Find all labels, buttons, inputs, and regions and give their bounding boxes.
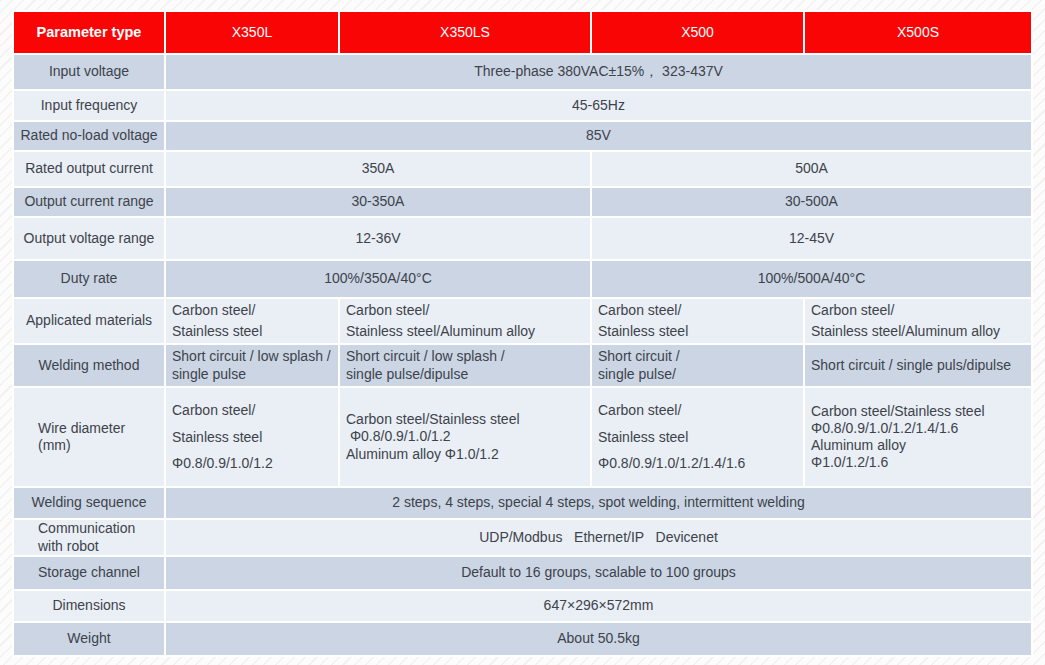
cell-dimensions: 647×296×572mm <box>166 591 1031 621</box>
row-label-input-frequency: Input frequency <box>14 91 164 120</box>
cell-rated-output-current-350: 350A <box>166 152 590 186</box>
row-output-current-range: Output current range 30-350A 30-500A <box>14 188 1031 216</box>
row-applicated-materials: Applicated materials Carbon steel/ Stain… <box>14 299 1031 343</box>
header-model-x500: X500 <box>592 12 803 53</box>
cell-communication: UDP/Modbus Ethernet/IP Devicenet <box>166 520 1031 555</box>
cell-welding-method-x350l: Short circuit / low splash / single puls… <box>166 345 338 386</box>
header-parameter-type: Parameter type <box>14 12 164 53</box>
cell-output-voltage-range-350: 12-36V <box>166 218 590 259</box>
cell-materials-x500s: Carbon steel/ Stainless steel/Aluminum a… <box>805 299 1031 343</box>
header-model-x500s: X500S <box>805 12 1031 53</box>
row-label-welding-sequence: Welding sequence <box>14 488 164 518</box>
row-label-output-voltage-range: Output voltage range <box>14 218 164 259</box>
cell-welding-method-x500s: Short circuit / single puls/dipulse <box>805 345 1031 386</box>
cell-input-frequency: 45-65Hz <box>166 91 1031 120</box>
cell-wire-diameter-x500: Carbon steel/ Stainless steel Φ0.8/0.9/1… <box>592 388 803 486</box>
row-duty-rate: Duty rate 100%/350A/40°C 100%/500A/40°C <box>14 261 1031 297</box>
row-label-input-voltage: Input voltage <box>14 55 164 89</box>
row-output-voltage-range: Output voltage range 12-36V 12-45V <box>14 218 1031 259</box>
header-model-x350l: X350L <box>166 12 338 53</box>
header-row: Parameter type X350L X350LS X500 X500S <box>14 12 1031 53</box>
row-input-frequency: Input frequency 45-65Hz <box>14 91 1031 120</box>
cell-duty-rate-500: 100%/500A/40°C <box>592 261 1031 297</box>
row-wire-diameter: Wire diameter (mm) Carbon steel/ Stainle… <box>14 388 1031 486</box>
cell-materials-x350ls: Carbon steel/ Stainless steel/Aluminum a… <box>340 299 590 343</box>
cell-wire-diameter-x500s: Carbon steel/Stainless steel Φ0.8/0.9/1.… <box>805 388 1031 486</box>
cell-rated-output-current-500: 500A <box>592 152 1031 186</box>
cell-wire-diameter-x350ls: Carbon steel/Stainless steel Φ0.8/0.9/1.… <box>340 388 590 486</box>
header-model-x350ls: X350LS <box>340 12 590 53</box>
cell-no-load-voltage: 85V <box>166 122 1031 150</box>
row-label-output-current-range: Output current range <box>14 188 164 216</box>
cell-wire-diameter-x350l: Carbon steel/ Stainless steel Φ0.8/0.9/1… <box>166 388 338 486</box>
cell-materials-x350l: Carbon steel/ Stainless steel <box>166 299 338 343</box>
row-label-weight: Weight <box>14 623 164 655</box>
row-storage-channel: Storage channel Default to 16 groups, sc… <box>14 557 1031 589</box>
cell-output-current-range-500: 30-500A <box>592 188 1031 216</box>
row-label-duty-rate: Duty rate <box>14 261 164 297</box>
cell-output-voltage-range-500: 12-45V <box>592 218 1031 259</box>
cell-welding-method-x350ls: Short circuit / low splash / single puls… <box>340 345 590 386</box>
row-dimensions: Dimensions 647×296×572mm <box>14 591 1031 621</box>
row-welding-sequence: Welding sequence 2 steps, 4 steps, speci… <box>14 488 1031 518</box>
row-label-no-load-voltage: Rated no-load voltage <box>14 122 164 150</box>
row-label-rated-output-current: Rated output current <box>14 152 164 186</box>
row-label-dimensions: Dimensions <box>14 591 164 621</box>
row-input-voltage: Input voltage Three-phase 380VAC±15%， 32… <box>14 55 1031 89</box>
row-no-load-voltage: Rated no-load voltage 85V <box>14 122 1031 150</box>
cell-storage-channel: Default to 16 groups, scalable to 100 gr… <box>166 557 1031 589</box>
row-label-applicated-materials: Applicated materials <box>14 299 164 343</box>
row-label-wire-diameter: Wire diameter (mm) <box>14 388 164 486</box>
cell-output-current-range-350: 30-350A <box>166 188 590 216</box>
row-label-communication: Communication with robot <box>14 520 164 555</box>
cell-weight: About 50.5kg <box>166 623 1031 655</box>
cell-input-voltage: Three-phase 380VAC±15%， 323-437V <box>166 55 1031 89</box>
row-label-welding-method: Welding method <box>14 345 164 386</box>
row-label-storage-channel: Storage channel <box>14 557 164 589</box>
spec-table: Parameter type X350L X350LS X500 X500S I… <box>12 10 1033 657</box>
row-rated-output-current: Rated output current 350A 500A <box>14 152 1031 186</box>
cell-welding-sequence: 2 steps, 4 steps, special 4 steps, spot … <box>166 488 1031 518</box>
cell-duty-rate-350: 100%/350A/40°C <box>166 261 590 297</box>
row-welding-method: Welding method Short circuit / low splas… <box>14 345 1031 386</box>
cell-welding-method-x500: Short circuit / single pulse/ <box>592 345 803 386</box>
row-communication: Communication with robot UDP/Modbus Ethe… <box>14 520 1031 555</box>
row-weight: Weight About 50.5kg <box>14 623 1031 655</box>
cell-materials-x500: Carbon steel/ Stainless steel <box>592 299 803 343</box>
